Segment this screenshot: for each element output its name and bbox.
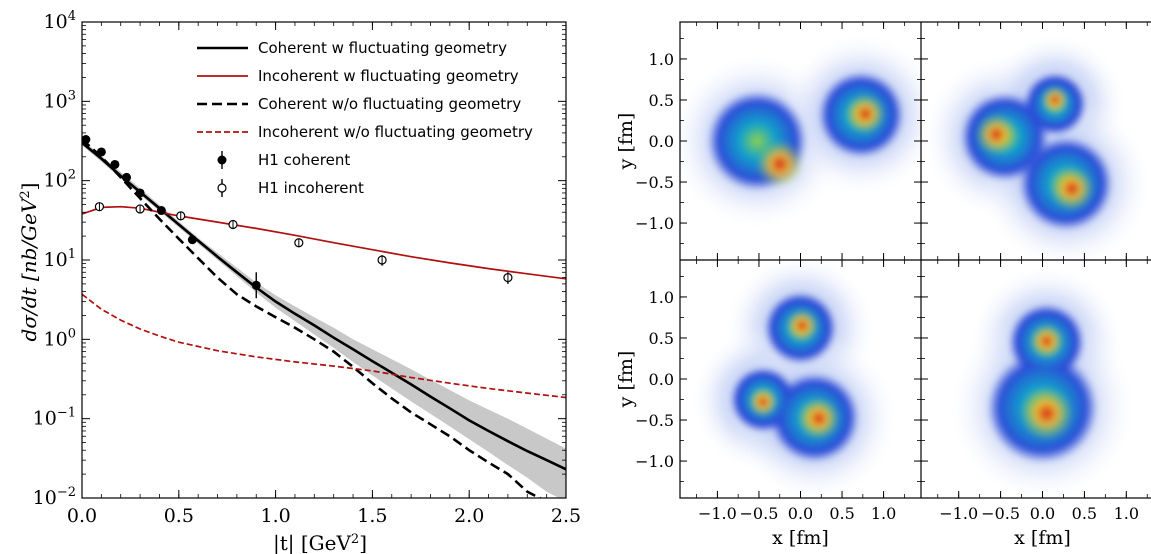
y-tick-label: 104 — [44, 9, 76, 33]
legend-label: Coherent w fluctuating geometry — [258, 39, 507, 57]
x-tick-label: 0.0 — [1030, 504, 1055, 523]
series-line-1 — [82, 205, 566, 280]
panel-axis-ticks: −1.0−0.50.00.51.0y [fm]−1.0−1.0−0.5−0.50… — [615, 22, 1148, 549]
y-tick-label: 0.0 — [649, 370, 674, 389]
data-points-layer — [81, 135, 513, 299]
y-tick-label: 100 — [44, 326, 76, 350]
y-tick-label: −1.0 — [635, 214, 674, 233]
legend-entry: Coherent w/o fluctuating geometry — [197, 95, 521, 113]
y-tick-label: 0.0 — [649, 132, 674, 151]
x-tick-label: 1.0 — [871, 504, 896, 523]
density-panel-4 — [921, 260, 1151, 498]
hotspot — [1041, 86, 1069, 114]
x-axis-label: |t| [GeV2] — [273, 531, 367, 554]
coherent-data-point — [122, 172, 132, 182]
x-tick-label: 2.5 — [551, 505, 581, 527]
legend-label: Coherent w/o fluctuating geometry — [258, 95, 521, 113]
coherent-data-point — [110, 159, 120, 169]
density-panel-3 — [680, 260, 921, 498]
x-tick-label: 0.5 — [1072, 504, 1097, 523]
uncertainty-band — [82, 139, 566, 498]
cross-section-plot: 0.0 0.5 1.0 1.5 2.0 2.5 10−2 10−1 100 101 102 103 10… — [17, 9, 581, 554]
legend-label: H1 incoherent — [258, 179, 364, 197]
panel-y-axis-label: y [fm] — [615, 113, 637, 171]
axis-ticks: 0.0 0.5 1.0 1.5 2.0 2.5 10−2 10−1 100 101 102 103 10… — [33, 9, 581, 527]
hotspot — [748, 387, 778, 417]
x-tick-label: 0.5 — [829, 504, 854, 523]
series-line-2 — [82, 138, 543, 498]
x-tick-label: 0.0 — [67, 505, 97, 527]
incoherent-data-point — [294, 238, 304, 248]
x-tick-label: 1.5 — [357, 505, 387, 527]
y-tick-label: 1.0 — [649, 50, 674, 69]
x-tick-label: −1.0 — [698, 504, 737, 523]
hotspot — [1019, 386, 1074, 441]
legend-entry: Coherent w fluctuating geometry — [197, 39, 507, 57]
coherent-data-point — [81, 135, 91, 145]
x-tick-label: 2.0 — [454, 505, 484, 527]
legend-entry: Incoherent w fluctuating geometry — [197, 67, 519, 85]
coherent-data-point — [135, 188, 145, 198]
coherent-data-point — [156, 206, 166, 216]
density-panel-2 — [921, 22, 1151, 260]
coherent-data-point — [96, 147, 106, 157]
y-tick-label: 101 — [44, 247, 76, 271]
legend-entry: H1 coherent — [217, 151, 350, 169]
hotspot — [755, 140, 804, 188]
x-tick-label: −1.0 — [939, 504, 978, 523]
hotspot — [797, 397, 840, 440]
y-tick-label: 10−1 — [33, 406, 76, 430]
hotspot — [1049, 166, 1094, 211]
incoherent-data-point — [176, 211, 186, 221]
legend-label: Incoherent w/o fluctuating geometry — [258, 123, 533, 141]
legend-label: Incoherent w fluctuating geometry — [258, 67, 519, 85]
y-tick-label: 0.5 — [649, 91, 674, 110]
panel-y-axis-label: y [fm] — [615, 351, 637, 409]
legend-label: H1 coherent — [258, 151, 350, 169]
y-tick-label: 1.0 — [649, 288, 674, 307]
coherent-data-point — [187, 235, 197, 245]
series-line-3 — [82, 293, 566, 399]
incoherent-data-point — [377, 255, 387, 266]
y-tick-label: −1.0 — [635, 452, 674, 471]
x-tick-label: −0.5 — [740, 504, 779, 523]
y-tick-label: 0.5 — [649, 329, 674, 348]
y-tick-label: −0.5 — [635, 173, 674, 192]
y-tick-label: −0.5 — [635, 411, 674, 430]
uncertainty-band-layer — [82, 139, 566, 498]
incoherent-data-point — [94, 202, 105, 212]
y-axis-label: dσ/dt [nb/GeV2] — [17, 183, 41, 342]
hotspot — [1029, 323, 1065, 359]
panel-x-axis-label: x [fm] — [772, 527, 829, 549]
legend-entry: Incoherent w/o fluctuating geometry — [197, 123, 533, 141]
density-panel-1 — [680, 22, 921, 260]
y-tick-label: 103 — [44, 88, 76, 112]
panel-x-axis-label: x [fm] — [1014, 527, 1071, 549]
density-panels: −1.0−0.50.00.51.0y [fm]−1.0−1.0−0.5−0.50… — [615, 21, 1151, 549]
incoherent-data-point — [503, 272, 513, 284]
x-tick-label: 0.0 — [788, 504, 813, 523]
hotspot — [845, 93, 886, 135]
hotspot — [975, 113, 1018, 156]
x-tick-label: −0.5 — [981, 504, 1020, 523]
coherent-data-point — [251, 272, 261, 299]
hotspot — [785, 309, 819, 343]
x-tick-label: 1.0 — [260, 505, 290, 527]
y-tick-label: 102 — [44, 168, 76, 192]
y-tick-label: 10−2 — [33, 485, 76, 509]
legend-entry: H1 incoherent — [217, 179, 364, 197]
x-tick-label: 1.0 — [1114, 504, 1139, 523]
x-tick-label: 0.5 — [164, 505, 194, 527]
incoherent-data-point — [228, 219, 238, 230]
incoherent-data-point — [135, 204, 145, 214]
legend: Coherent w fluctuating geometry Incoheren… — [197, 39, 533, 197]
